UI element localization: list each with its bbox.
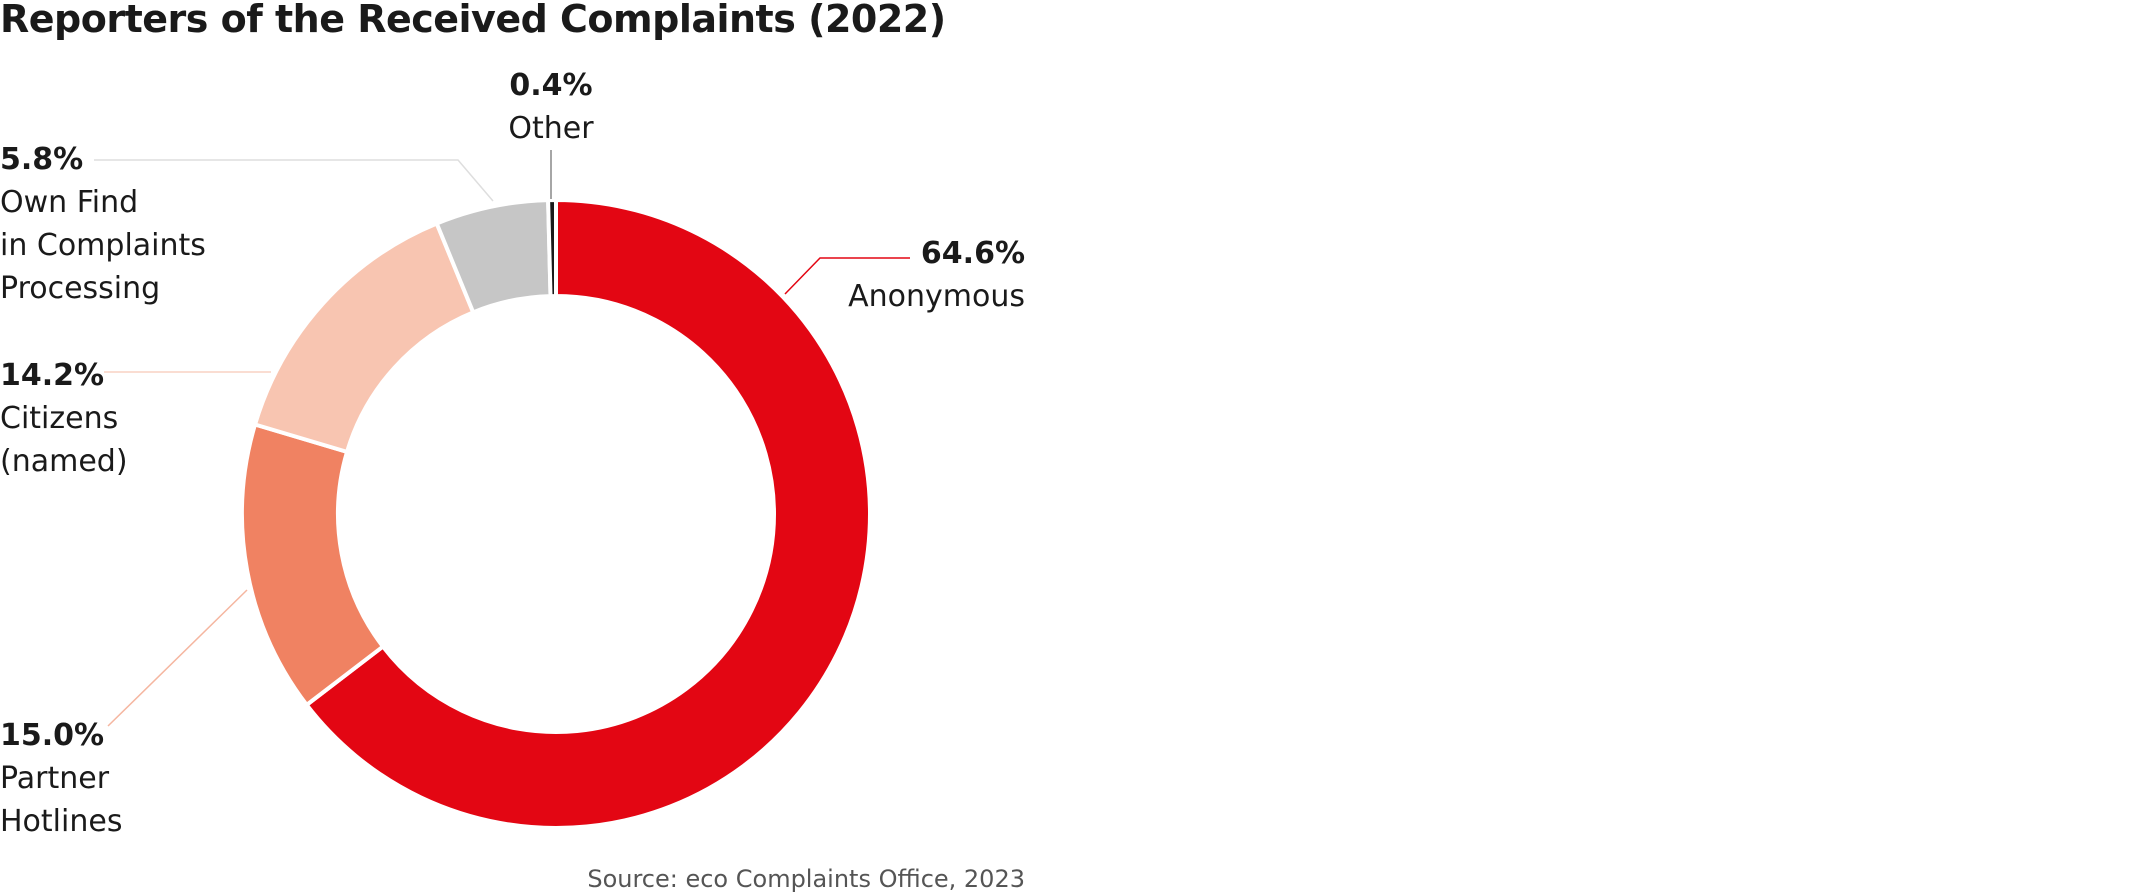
category-label: Own Find in Complaints Processing (0, 185, 206, 306)
leader-line (107, 589, 248, 727)
chart-title: Reporters of the Received Complaints (20… (0, 0, 946, 41)
slice (546, 197, 558, 299)
source: Source: eco Complaints Office, 2023 (587, 865, 1025, 892)
leader-line (94, 159, 494, 202)
slice (252, 220, 476, 455)
category-label: Partner Hotlines (0, 761, 123, 839)
slice (240, 422, 386, 708)
value-label: 5.8% (0, 142, 84, 177)
slice-label: 0.4% Other (501, 64, 601, 150)
value-label: 15.0% (0, 718, 105, 753)
value-label: 14.2% (0, 358, 105, 393)
slice (303, 197, 872, 830)
category-label: Other (508, 111, 594, 146)
slice-label: 15.0% Partner Hotlines (0, 714, 122, 843)
slice-label: 64.6% Anonymous (848, 232, 1025, 318)
value-label: 64.6% (920, 236, 1025, 271)
slice-label: 14.2% Citizens (named) (0, 354, 128, 483)
leader-line (784, 257, 910, 295)
slice-label: 5.8% Own Find in Complaints Processing (0, 138, 206, 310)
category-label: Citizens (named) (0, 401, 128, 479)
value-label: 0.4% (509, 68, 593, 103)
category-label: Anonymous (848, 279, 1025, 314)
